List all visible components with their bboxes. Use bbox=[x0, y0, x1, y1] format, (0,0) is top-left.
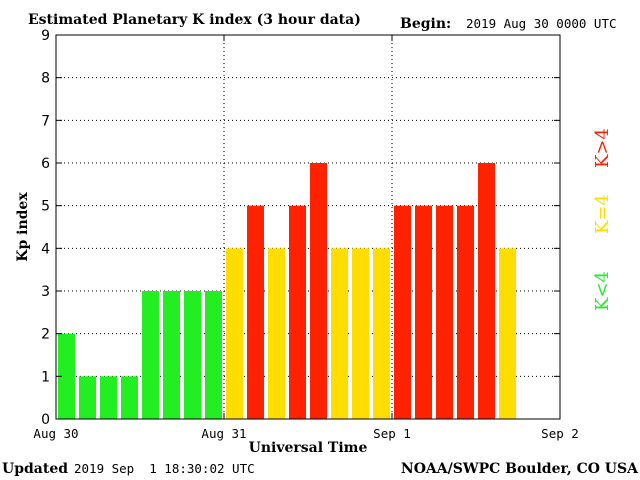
plot-frame bbox=[55, 34, 561, 420]
x-axis-ticks: Aug 30 Aug 31 Sep 1 Sep 2 bbox=[33, 35, 579, 441]
y-tick-label: 2 bbox=[41, 327, 50, 343]
kp-bar bbox=[58, 333, 75, 419]
kp-bar bbox=[373, 248, 390, 419]
chart-title: Estimated Planetary K index (3 hour data… bbox=[28, 12, 361, 28]
begin-label: Begin: bbox=[400, 16, 451, 32]
kp-bar bbox=[310, 163, 327, 419]
kp-bar bbox=[352, 248, 369, 419]
y-axis-ticks: 0 1 2 3 4 5 6 7 8 9 bbox=[41, 28, 560, 428]
updated-value: 2019 Sep 1 18:30:02 UTC bbox=[74, 461, 255, 476]
legend-equal: K=4 bbox=[592, 194, 613, 234]
kp-bar bbox=[268, 248, 285, 419]
x-tick-label: Sep 1 bbox=[373, 426, 411, 441]
kp-bar bbox=[289, 205, 306, 419]
x-tick-label: Aug 30 bbox=[33, 426, 78, 441]
grid-lines bbox=[56, 35, 560, 419]
kp-bar bbox=[121, 376, 138, 419]
kp-bar bbox=[247, 205, 264, 419]
kp-bar bbox=[184, 291, 201, 419]
updated-label: Updated bbox=[2, 461, 68, 477]
kp-bar bbox=[457, 205, 474, 419]
y-tick-label: 1 bbox=[41, 369, 50, 385]
kp-bar bbox=[394, 205, 411, 419]
begin-value: 2019 Aug 30 0000 UTC bbox=[466, 16, 617, 31]
y-axis-label: Kp index bbox=[15, 192, 31, 262]
kp-bar bbox=[436, 205, 453, 419]
y-tick-label: 4 bbox=[41, 241, 50, 257]
kp-bar bbox=[415, 205, 432, 419]
legend-above: K>4 bbox=[592, 128, 613, 168]
kp-bar bbox=[478, 163, 495, 419]
source-credit: NOAA/SWPC Boulder, CO USA bbox=[401, 461, 639, 477]
kp-bar bbox=[79, 376, 96, 419]
x-axis-label: Universal Time bbox=[249, 440, 368, 456]
kp-bar bbox=[142, 291, 159, 419]
y-tick-label: 6 bbox=[41, 156, 50, 172]
kp-bar bbox=[163, 291, 180, 419]
y-tick-label: 9 bbox=[41, 28, 50, 44]
x-tick-label: Aug 31 bbox=[201, 426, 246, 441]
kp-bar bbox=[100, 376, 117, 419]
y-tick-label: 0 bbox=[41, 412, 50, 428]
y-tick-label: 3 bbox=[41, 284, 50, 300]
y-tick-label: 5 bbox=[41, 199, 50, 215]
kp-bar bbox=[331, 248, 348, 419]
y-tick-label: 7 bbox=[41, 113, 50, 129]
y-tick-label: 8 bbox=[41, 71, 50, 87]
kp-bar bbox=[205, 291, 222, 419]
kp-bar bbox=[226, 248, 243, 419]
legend-below: K<4 bbox=[592, 271, 613, 311]
kp-bars bbox=[58, 163, 516, 419]
kp-bar bbox=[499, 248, 516, 419]
x-tick-label: Sep 2 bbox=[541, 426, 579, 441]
